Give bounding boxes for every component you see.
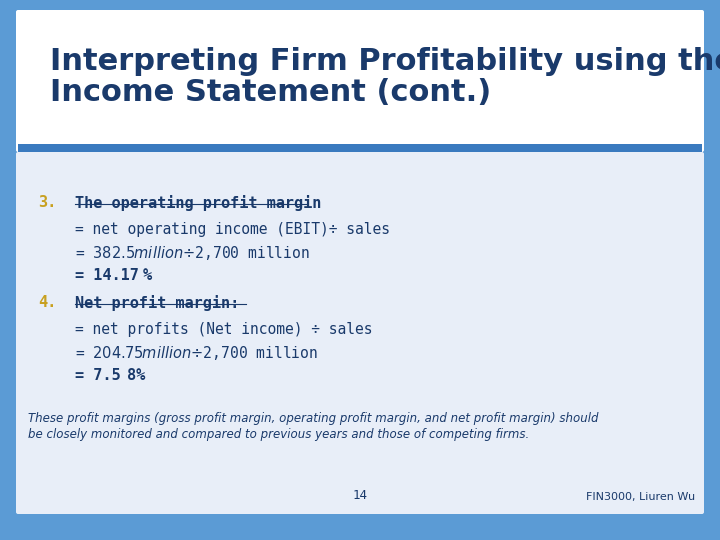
Text: = net profits (Net income) ÷ sales: = net profits (Net income) ÷ sales bbox=[75, 322, 372, 337]
Text: These profit margins (gross profit margin, operating profit margin, and net prof: These profit margins (gross profit margi… bbox=[28, 412, 598, 425]
Text: FIN3000, Liuren Wu: FIN3000, Liuren Wu bbox=[586, 492, 695, 502]
Text: = $382.5 million ÷ $2,700 million: = $382.5 million ÷ $2,700 million bbox=[75, 244, 310, 262]
FancyBboxPatch shape bbox=[16, 10, 704, 152]
Text: 14: 14 bbox=[353, 489, 367, 502]
Text: 8%: 8% bbox=[127, 368, 145, 383]
Text: = 14.17: = 14.17 bbox=[75, 268, 139, 283]
Text: %: % bbox=[143, 268, 152, 283]
Text: be closely monitored and compared to previous years and those of competing firms: be closely monitored and compared to pre… bbox=[28, 428, 529, 441]
FancyBboxPatch shape bbox=[16, 152, 704, 514]
Text: = $204.75 million ÷ $2,700 million: = $204.75 million ÷ $2,700 million bbox=[75, 344, 318, 362]
Text: Income Statement (cont.): Income Statement (cont.) bbox=[50, 78, 491, 107]
Text: = net operating income (EBIT)÷ sales: = net operating income (EBIT)÷ sales bbox=[75, 222, 390, 237]
Text: Net profit margin:: Net profit margin: bbox=[75, 295, 239, 311]
Text: Interpreting Firm Profitability using the: Interpreting Firm Profitability using th… bbox=[50, 47, 720, 76]
Text: The operating profit margin: The operating profit margin bbox=[75, 195, 321, 211]
Text: 4.: 4. bbox=[38, 295, 56, 310]
Text: 3.: 3. bbox=[38, 195, 56, 210]
Text: = 7.5: = 7.5 bbox=[75, 368, 121, 383]
Bar bbox=[18, 144, 702, 152]
